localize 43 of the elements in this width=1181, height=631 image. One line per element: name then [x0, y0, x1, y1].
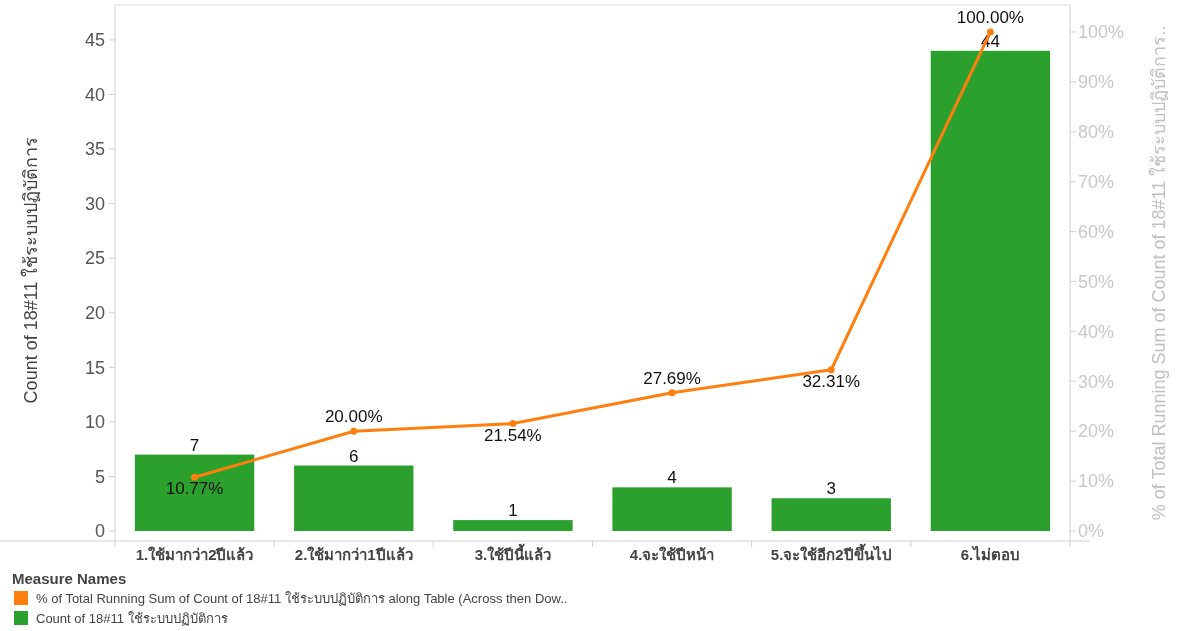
data-label: 1: [508, 501, 518, 521]
y-tick-label: 30: [84, 193, 105, 214]
data-label: 20.00%: [324, 407, 383, 427]
legend-title: Measure Names: [12, 570, 127, 587]
data-label: 10.77%: [165, 479, 224, 499]
data-label: 100.00%: [956, 7, 1024, 27]
y2-axis-title: % of Total Running Sum of Count of 18#11 ใช้ระบบปฏิบัติการ..: [1148, 25, 1169, 521]
x-tick-label: 1.ใช้มากว่า2ปีแล้ว: [135, 546, 254, 563]
data-label: 6: [349, 446, 359, 466]
x-tick-label: 5.จะใช้อีก2ปีขึ้นไป: [770, 543, 892, 563]
data-label: 3: [826, 479, 836, 499]
x-tick-label: 4.จะใช้ปีหน้า: [629, 546, 715, 563]
y-axis-title: Count of 18#11 ใช้ระบบปฏิบัติการ: [20, 136, 41, 404]
point: [191, 473, 199, 481]
data-label: 21.54%: [484, 425, 542, 445]
x-tick-label: 3.ใช้ปีนี้แล้ว: [474, 543, 552, 563]
y-tick-label: 35: [84, 139, 105, 160]
bar: [453, 520, 573, 531]
bar: [771, 498, 891, 531]
bar: [612, 487, 732, 531]
x-tick-label: 2.ใช้มากว่า1ปีแล้ว: [294, 546, 413, 563]
y-tick-label: 20: [84, 303, 105, 324]
y-tick-label: 25: [84, 248, 105, 269]
y-tick-label: 10: [84, 412, 105, 433]
legend-label: Count of 18#11 ใช้ระบบปฏิบัติการ: [36, 611, 228, 626]
y-tick-label: 40: [84, 84, 105, 105]
y-tick-label: 15: [84, 357, 105, 378]
bar: [294, 465, 414, 531]
data-label: 27.69%: [643, 368, 701, 388]
data-label: 4: [667, 468, 677, 488]
data-label: 7: [189, 435, 200, 455]
y-tick-label: 0: [94, 521, 105, 542]
data-label: 32.31%: [802, 371, 861, 391]
point: [350, 427, 358, 435]
point: [509, 420, 517, 427]
y-tick-label: 5: [94, 466, 105, 487]
x-tick-label: 6.ไม่ตอบ: [960, 545, 1021, 563]
bar: [134, 454, 255, 531]
bar: [930, 50, 1051, 531]
legend-label: % of Total Running Sum of Count of 18#11 ใช้ระบบปฏิบัติการ along Table (Across then Dow..: [36, 591, 568, 606]
y-tick-label: 45: [84, 30, 105, 51]
point: [827, 366, 835, 374]
point: [668, 389, 676, 397]
